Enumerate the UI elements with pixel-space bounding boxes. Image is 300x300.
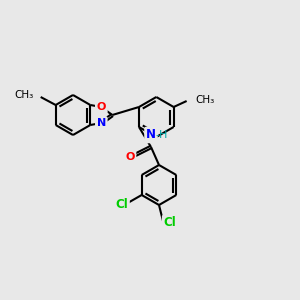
Text: -H: -H [156, 130, 168, 140]
Text: N: N [146, 128, 156, 142]
Text: CH₃: CH₃ [14, 90, 34, 100]
Text: O: O [97, 102, 106, 112]
Text: Cl: Cl [115, 199, 128, 212]
Text: N: N [97, 118, 106, 128]
Text: Cl: Cl [164, 217, 176, 230]
Text: CH₃: CH₃ [196, 95, 215, 105]
Text: O: O [125, 152, 135, 162]
